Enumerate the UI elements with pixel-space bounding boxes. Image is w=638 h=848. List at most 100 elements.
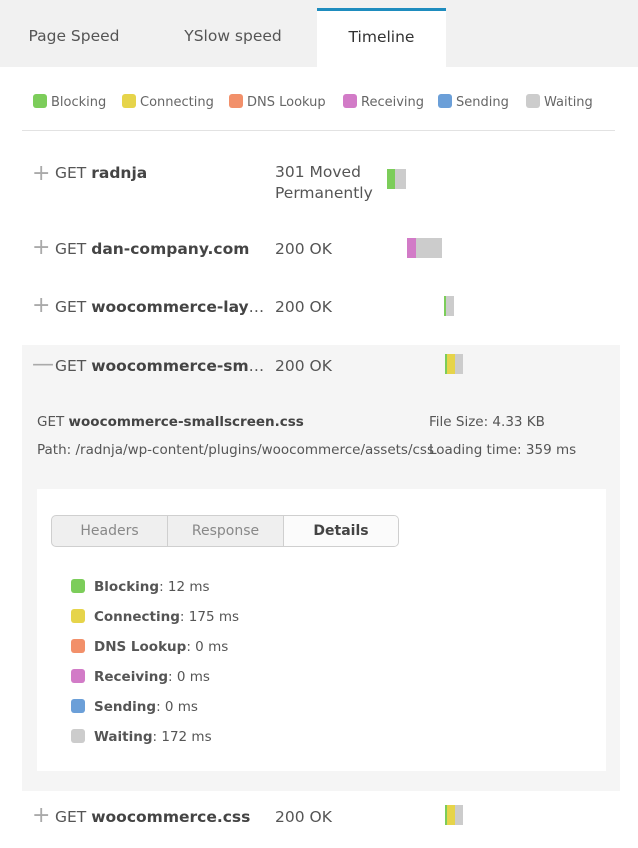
detail-label: Waiting [94, 729, 153, 745]
timing-bar [445, 354, 463, 374]
status-text: 200 OK [275, 357, 332, 375]
detail-dns-lookup: DNS Lookup: 0 ms [71, 639, 228, 655]
file-size: File Size: 4.33 KB [429, 414, 545, 430]
loading-time: Loading time: 359 ms [429, 442, 577, 458]
detail-subtabs: Headers Response Details [51, 515, 399, 547]
request-name: radnja [91, 164, 148, 182]
detail-blocking: Blocking: 12 ms [71, 579, 210, 595]
receiving-segment [407, 238, 416, 258]
request-method: GET [55, 240, 87, 258]
expand-icon[interactable]: + [32, 161, 51, 186]
detail-value: : 175 ms [179, 609, 240, 625]
subtab-details[interactable]: Details [284, 516, 398, 546]
collapse-icon[interactable]: — [32, 352, 54, 377]
detail-method: GET [37, 414, 65, 430]
timing-tabs: Page Speed YSlow speed Timeline [0, 0, 638, 67]
waiting-swatch [526, 94, 540, 108]
expand-icon[interactable]: + [32, 235, 51, 260]
legend-label: Blocking [51, 95, 107, 110]
details-panel: Headers Response Details Blocking: 12 ms… [37, 489, 606, 771]
waiting-segment [395, 169, 406, 189]
request-name: woocommerce-smallscreen.css [91, 357, 269, 375]
legend-receiving: Receiving [343, 94, 424, 110]
receiving-swatch [71, 669, 85, 683]
request-row[interactable]: + GET woocommerce.css 200 OK [22, 796, 620, 848]
request-label: GET woocommerce-layout.css [55, 298, 269, 316]
expand-icon[interactable]: + [32, 803, 51, 828]
status-line-2: Permanently [275, 184, 373, 202]
legend-dns-lookup: DNS Lookup [229, 94, 326, 110]
blocking-swatch [71, 579, 85, 593]
blocking-swatch [33, 94, 47, 108]
tab-timeline[interactable]: Timeline [317, 8, 446, 67]
request-row-expanded[interactable]: — GET woocommerce-smallscreen.css 200 OK… [22, 345, 620, 791]
request-label: GET woocommerce.css [55, 808, 269, 826]
request-row[interactable]: + GET woocommerce-layout.css 200 OK [22, 286, 620, 338]
waiting-swatch [71, 729, 85, 743]
request-method: GET [55, 808, 87, 826]
waiting-segment [455, 805, 463, 825]
tab-yslow-speed[interactable]: YSlow speed [184, 27, 282, 45]
legend-label: Receiving [361, 95, 425, 110]
detail-sending: Sending: 0 ms [71, 699, 198, 715]
detail-value: : 12 ms [159, 579, 210, 595]
timing-bar [444, 296, 454, 316]
subtab-response[interactable]: Response [168, 516, 284, 546]
detail-label: Sending [94, 699, 157, 715]
blocking-segment [445, 805, 447, 825]
detail-label: Connecting [94, 609, 180, 625]
dns-lookup-swatch [229, 94, 243, 108]
request-name: woocommerce-layout.css [91, 298, 269, 316]
detail-connecting: Connecting: 175 ms [71, 609, 239, 625]
tab-page-speed[interactable]: Page Speed [28, 27, 120, 45]
timing-bar [407, 238, 442, 258]
detail-label: DNS Lookup [94, 639, 187, 655]
detail-receiving: Receiving: 0 ms [71, 669, 210, 685]
timing-bar [445, 805, 463, 825]
legend-label: Waiting [544, 95, 593, 110]
connecting-swatch [122, 94, 136, 108]
status-line-1: 301 Moved [275, 163, 361, 181]
connecting-segment [447, 805, 455, 825]
request-row[interactable]: + GET dan-company.com 200 OK [22, 228, 620, 280]
status-text: 200 OK [275, 240, 332, 258]
expand-icon[interactable]: + [32, 293, 51, 318]
waiting-segment [446, 296, 454, 316]
connecting-swatch [71, 609, 85, 623]
request-method: GET [55, 164, 87, 182]
blocking-segment [444, 296, 446, 316]
timing-bar [387, 169, 406, 189]
connecting-segment [447, 354, 455, 374]
dns-lookup-swatch [71, 639, 85, 653]
status-text: 301 Moved Permanently [275, 162, 373, 204]
sending-swatch [71, 699, 85, 713]
detail-value: : 0 ms [168, 669, 210, 685]
detail-value: : 172 ms [152, 729, 212, 745]
blocking-segment [445, 354, 447, 374]
legend-label: Connecting [140, 95, 214, 110]
detail-label: Blocking [94, 579, 160, 595]
subtab-headers[interactable]: Headers [52, 516, 168, 546]
legend-label: DNS Lookup [247, 95, 326, 110]
detail-request-label: GET woocommerce-smallscreen.css [37, 414, 304, 430]
request-name: dan-company.com [91, 240, 250, 258]
legend-waiting: Waiting [526, 94, 593, 110]
detail-value: : 0 ms [156, 699, 198, 715]
detail-file-name: woocommerce-smallscreen.css [68, 414, 304, 430]
file-path: Path: /radnja/wp-content/plugins/woocomm… [37, 442, 435, 458]
status-text: 200 OK [275, 298, 332, 316]
detail-waiting: Waiting: 172 ms [71, 729, 212, 745]
waiting-segment [455, 354, 463, 374]
request-label: GET dan-company.com [55, 240, 269, 258]
receiving-swatch [343, 94, 357, 108]
waiting-segment [416, 238, 442, 258]
detail-label: Receiving [94, 669, 169, 685]
request-row[interactable]: + GET radnja 301 Moved Permanently [22, 158, 620, 210]
request-name: woocommerce.css [91, 808, 251, 826]
legend-blocking: Blocking [33, 94, 106, 110]
status-text: 200 OK [275, 808, 332, 826]
legend-sending: Sending [438, 94, 509, 110]
blocking-segment [387, 169, 395, 189]
legend-connecting: Connecting [122, 94, 214, 110]
detail-value: : 0 ms [186, 639, 229, 655]
